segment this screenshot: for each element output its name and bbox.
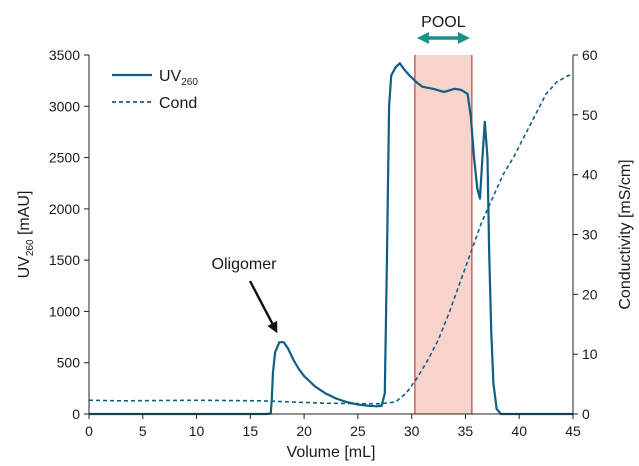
y-left-label-main: UV xyxy=(16,256,33,279)
y-right-tick-label: 40 xyxy=(582,167,598,183)
pool-region xyxy=(414,55,473,414)
legend-uv-main: UV xyxy=(159,68,182,85)
y-left-tick-label: 2000 xyxy=(49,201,80,217)
series-line-uv260 xyxy=(89,62,573,416)
x-axis-title: Volume [mL] xyxy=(287,444,376,461)
y-left-tick-label: 2500 xyxy=(49,150,80,166)
x-tick-label: 20 xyxy=(296,423,312,439)
pool-shade xyxy=(414,55,472,414)
legend: UV260 Cond xyxy=(112,68,198,112)
y-right-tick-label: 20 xyxy=(582,286,598,302)
x-tick-label: 35 xyxy=(458,423,474,439)
legend-uv-sub: 260 xyxy=(181,77,198,88)
pool-arrow-head-right xyxy=(457,32,470,44)
oligomer-arrow-icon xyxy=(248,280,278,334)
x-tick-label: 40 xyxy=(511,423,527,439)
y-right-tick-label: 10 xyxy=(582,346,598,362)
y-left-tick-label: 3500 xyxy=(49,47,80,63)
x-tick-label: 45 xyxy=(565,423,581,439)
oligomer-arrow-head xyxy=(267,320,278,334)
y-right-axis-title: Conductivity [mS/cm] xyxy=(617,159,634,309)
oligomer-arrow-shaft xyxy=(248,280,274,325)
y-right-tick-label: 30 xyxy=(582,227,598,243)
pool-annotation: POOL xyxy=(416,14,470,44)
y-left-tick-label: 500 xyxy=(57,355,81,371)
y-right-tick-label: 50 xyxy=(582,107,598,123)
x-tick-label: 0 xyxy=(85,423,93,439)
x-tick-label: 10 xyxy=(189,423,205,439)
y-left-tick-label: 1500 xyxy=(49,252,80,268)
legend-cond-label: Cond xyxy=(159,95,197,112)
x-tick-label: 25 xyxy=(350,423,366,439)
y-left-tick-label: 1000 xyxy=(49,303,80,319)
y-left-label-unit: [mAU] xyxy=(16,191,33,240)
pool-label: POOL xyxy=(421,14,466,31)
series-line-cond xyxy=(88,73,574,405)
axes: 0 5 10 15 20 25 30 35 40 450500100015002000250030… xyxy=(49,47,598,439)
x-tick-label: 5 xyxy=(139,423,147,439)
oligomer-annotation: Oligomer xyxy=(212,256,278,334)
y-right-tick-label: 60 xyxy=(582,47,598,63)
pool-double-arrow-icon xyxy=(416,32,470,44)
oligomer-label: Oligomer xyxy=(212,256,278,273)
x-tick-label: 30 xyxy=(404,423,420,439)
y-left-axis-title: UV260 [mAU] xyxy=(16,191,36,279)
pool-arrow-head-left xyxy=(416,32,429,44)
y-left-tick-label: 0 xyxy=(72,406,80,422)
y-left-tick-label: 3000 xyxy=(49,98,80,114)
y-left-label-sub: 260 xyxy=(25,239,36,256)
plot-series xyxy=(88,62,574,416)
y-right-tick-label: 0 xyxy=(582,406,590,422)
x-tick-label: 15 xyxy=(243,423,259,439)
legend-uv-label: UV260 xyxy=(159,68,198,88)
